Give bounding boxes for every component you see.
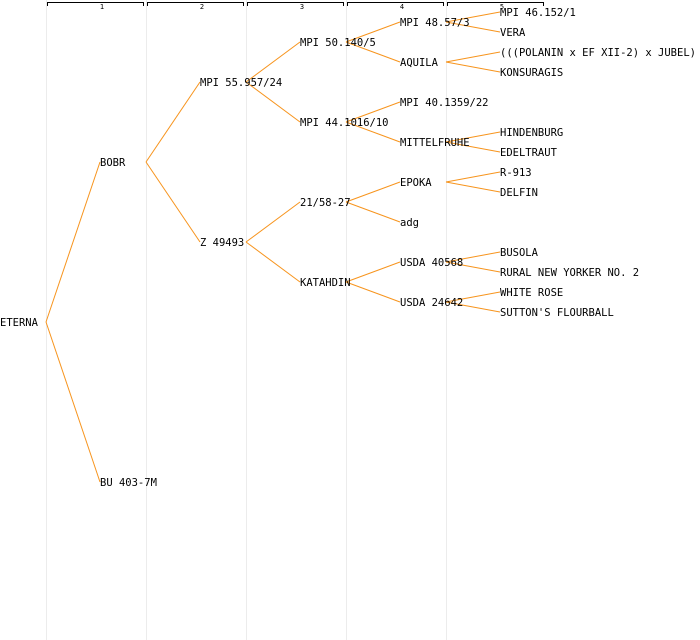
generation-number-2: 2 <box>200 3 204 11</box>
pedigree-edge <box>445 61 501 73</box>
pedigree-edge <box>45 161 101 323</box>
pedigree-node[interactable]: ETERNA <box>0 317 39 329</box>
pedigree-node[interactable]: DELFIN <box>500 187 538 199</box>
pedigree-edge <box>345 281 401 303</box>
generation-number-1: 1 <box>100 3 104 11</box>
pedigree-node[interactable]: MITTELFRUHE <box>400 137 470 149</box>
generation-tab-2[interactable] <box>147 2 244 7</box>
pedigree-node[interactable]: MPI 55.957/24 <box>200 77 282 89</box>
pedigree-node[interactable]: HINDENBURG <box>500 127 563 139</box>
pedigree-node[interactable]: WHITE ROSE <box>500 287 563 299</box>
pedigree-edge <box>445 181 501 193</box>
pedigree-node[interactable]: BOBR <box>100 157 126 169</box>
pedigree-edge <box>45 321 101 483</box>
pedigree-edge <box>345 41 401 63</box>
pedigree-edge <box>445 51 501 63</box>
pedigree-node[interactable]: MPI 46.152/1 <box>500 7 576 19</box>
generation-tab-5[interactable] <box>447 2 544 7</box>
generation-number-3: 3 <box>300 3 304 11</box>
generation-header: 1 2 3 4 5 <box>47 2 544 11</box>
pedigree-node[interactable]: KATAHDIN <box>300 277 351 289</box>
pedigree-edge <box>445 261 501 273</box>
pedigree-node[interactable]: adg <box>400 217 419 229</box>
pedigree-edge <box>345 181 401 203</box>
pedigree-edge <box>445 11 501 23</box>
pedigree-edge <box>445 291 501 303</box>
pedigree-edge <box>245 41 301 83</box>
pedigree-node[interactable]: EPOKA <box>400 177 432 189</box>
pedigree-node[interactable]: Z 49493 <box>200 237 244 249</box>
pedigree-node[interactable]: SUTTON'S FLOURBALL <box>500 307 614 319</box>
pedigree-edge <box>345 121 401 143</box>
pedigree-edge <box>445 131 501 143</box>
pedigree-node[interactable]: MPI 50.140/5 <box>300 37 376 49</box>
pedigree-edge <box>245 81 301 123</box>
pedigree-edge <box>445 171 501 183</box>
pedigree-edges <box>45 11 501 483</box>
pedigree-node[interactable]: USDA 24642 <box>400 297 463 309</box>
pedigree-node[interactable]: AQUILA <box>400 57 439 69</box>
pedigree-edge <box>245 241 301 283</box>
pedigree-edge <box>445 21 501 33</box>
pedigree-edge <box>345 101 401 123</box>
pedigree-node[interactable]: 21/58-27 <box>300 197 351 209</box>
pedigree-edge <box>345 261 401 283</box>
pedigree-node[interactable]: BUSOLA <box>500 247 539 259</box>
pedigree-edge <box>145 81 201 163</box>
pedigree-node[interactable]: VERA <box>500 27 526 39</box>
pedigree-edge <box>345 201 401 223</box>
pedigree-edge <box>445 251 501 263</box>
generation-tab-4[interactable] <box>347 2 444 7</box>
generation-tab-3[interactable] <box>247 2 344 7</box>
generation-number-4: 4 <box>400 3 404 11</box>
pedigree-node[interactable]: (((POLANIN x EF XII-2) x JUBEL) x <box>500 47 700 59</box>
generation-gridlines <box>46 0 447 640</box>
generation-number-5: 5 <box>500 3 504 11</box>
pedigree-node[interactable]: MPI 40.1359/22 <box>400 97 489 109</box>
generation-tab-1[interactable] <box>47 2 144 7</box>
pedigree-nodes: ETERNA BOBR MPI 55.957/24 MPI 50.140/5 MPI 4… <box>0 7 700 489</box>
pedigree-edge <box>345 21 401 43</box>
pedigree-node[interactable]: MPI 44.1016/10 <box>300 117 389 129</box>
pedigree-edge <box>145 161 201 243</box>
pedigree-node[interactable]: R-913 <box>500 167 532 179</box>
pedigree-node[interactable]: USDA 40568 <box>400 257 463 269</box>
pedigree-node[interactable]: RURAL NEW YORKER NO. 2 <box>500 267 639 279</box>
pedigree-edge <box>245 201 301 243</box>
pedigree-node[interactable]: BU 403-7M <box>100 477 157 489</box>
pedigree-edge <box>445 141 501 153</box>
pedigree-node[interactable]: MPI 48.57/3 <box>400 17 470 29</box>
pedigree-edge <box>445 301 501 313</box>
pedigree-node[interactable]: EDELTRAUT <box>500 147 558 159</box>
pedigree-node[interactable]: KONSURAGIS <box>500 67 563 79</box>
